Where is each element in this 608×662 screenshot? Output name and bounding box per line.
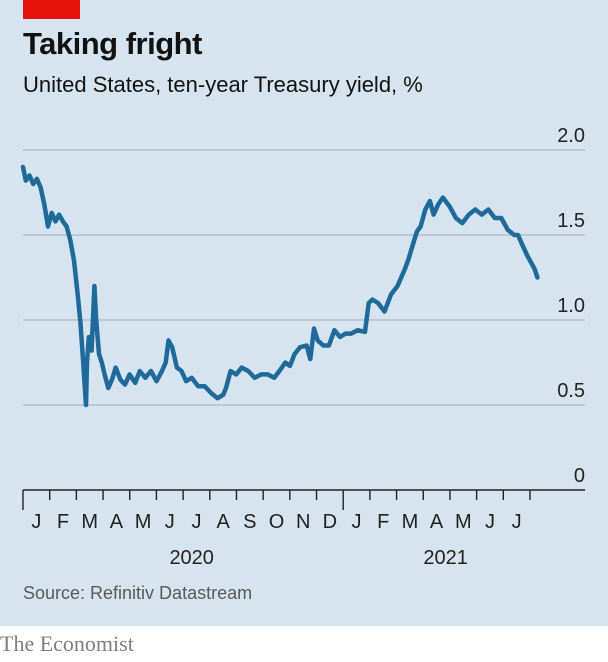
x-tick-label: J [165, 511, 175, 533]
x-tick-label: S [243, 511, 256, 533]
x-tick-label: N [296, 511, 310, 533]
x-tick-label: F [57, 511, 69, 533]
x-tick-label: M [81, 511, 98, 533]
x-tick-label: A [216, 511, 230, 533]
x-tick-label: J [485, 511, 495, 533]
year-label: 2021 [423, 547, 468, 569]
source-note: Source: Refinitiv Datastream [23, 583, 253, 603]
x-tick-label: J [512, 511, 522, 533]
chart-subtitle: United States, ten-year Treasury yield, … [23, 72, 423, 97]
x-tick-label: J [191, 511, 201, 533]
x-tick-label: M [455, 511, 472, 533]
series-line-treasury-yield [20, 164, 540, 408]
chart-title: Taking fright [23, 26, 202, 61]
x-tick-label: D [323, 511, 337, 533]
x-tick-label: J [352, 511, 362, 533]
gridlines [23, 149, 585, 406]
y-tick-label: 0 [574, 465, 585, 487]
y-tick-label: 0.5 [557, 380, 585, 402]
x-tick-label: M [135, 511, 152, 533]
y-axis-labels: 0 0.5 1.0 1.5 2.0 [557, 125, 585, 487]
x-tick-label: J [31, 511, 41, 533]
series-group [20, 164, 540, 408]
economist-red-tag [23, 0, 80, 19]
year-label: 2020 [169, 547, 214, 569]
x-tick-label: O [269, 511, 285, 533]
x-tick-label: A [430, 511, 444, 533]
x-tick-label: M [402, 511, 419, 533]
brand-logo-text: The Economist [0, 631, 134, 656]
y-tick-label: 1.5 [557, 210, 585, 232]
x-tick-label: A [110, 511, 124, 533]
y-tick-label: 1.0 [557, 295, 585, 317]
x-tick-label: F [377, 511, 389, 533]
y-tick-label: 2.0 [557, 125, 585, 147]
chart-panel [0, 0, 608, 626]
